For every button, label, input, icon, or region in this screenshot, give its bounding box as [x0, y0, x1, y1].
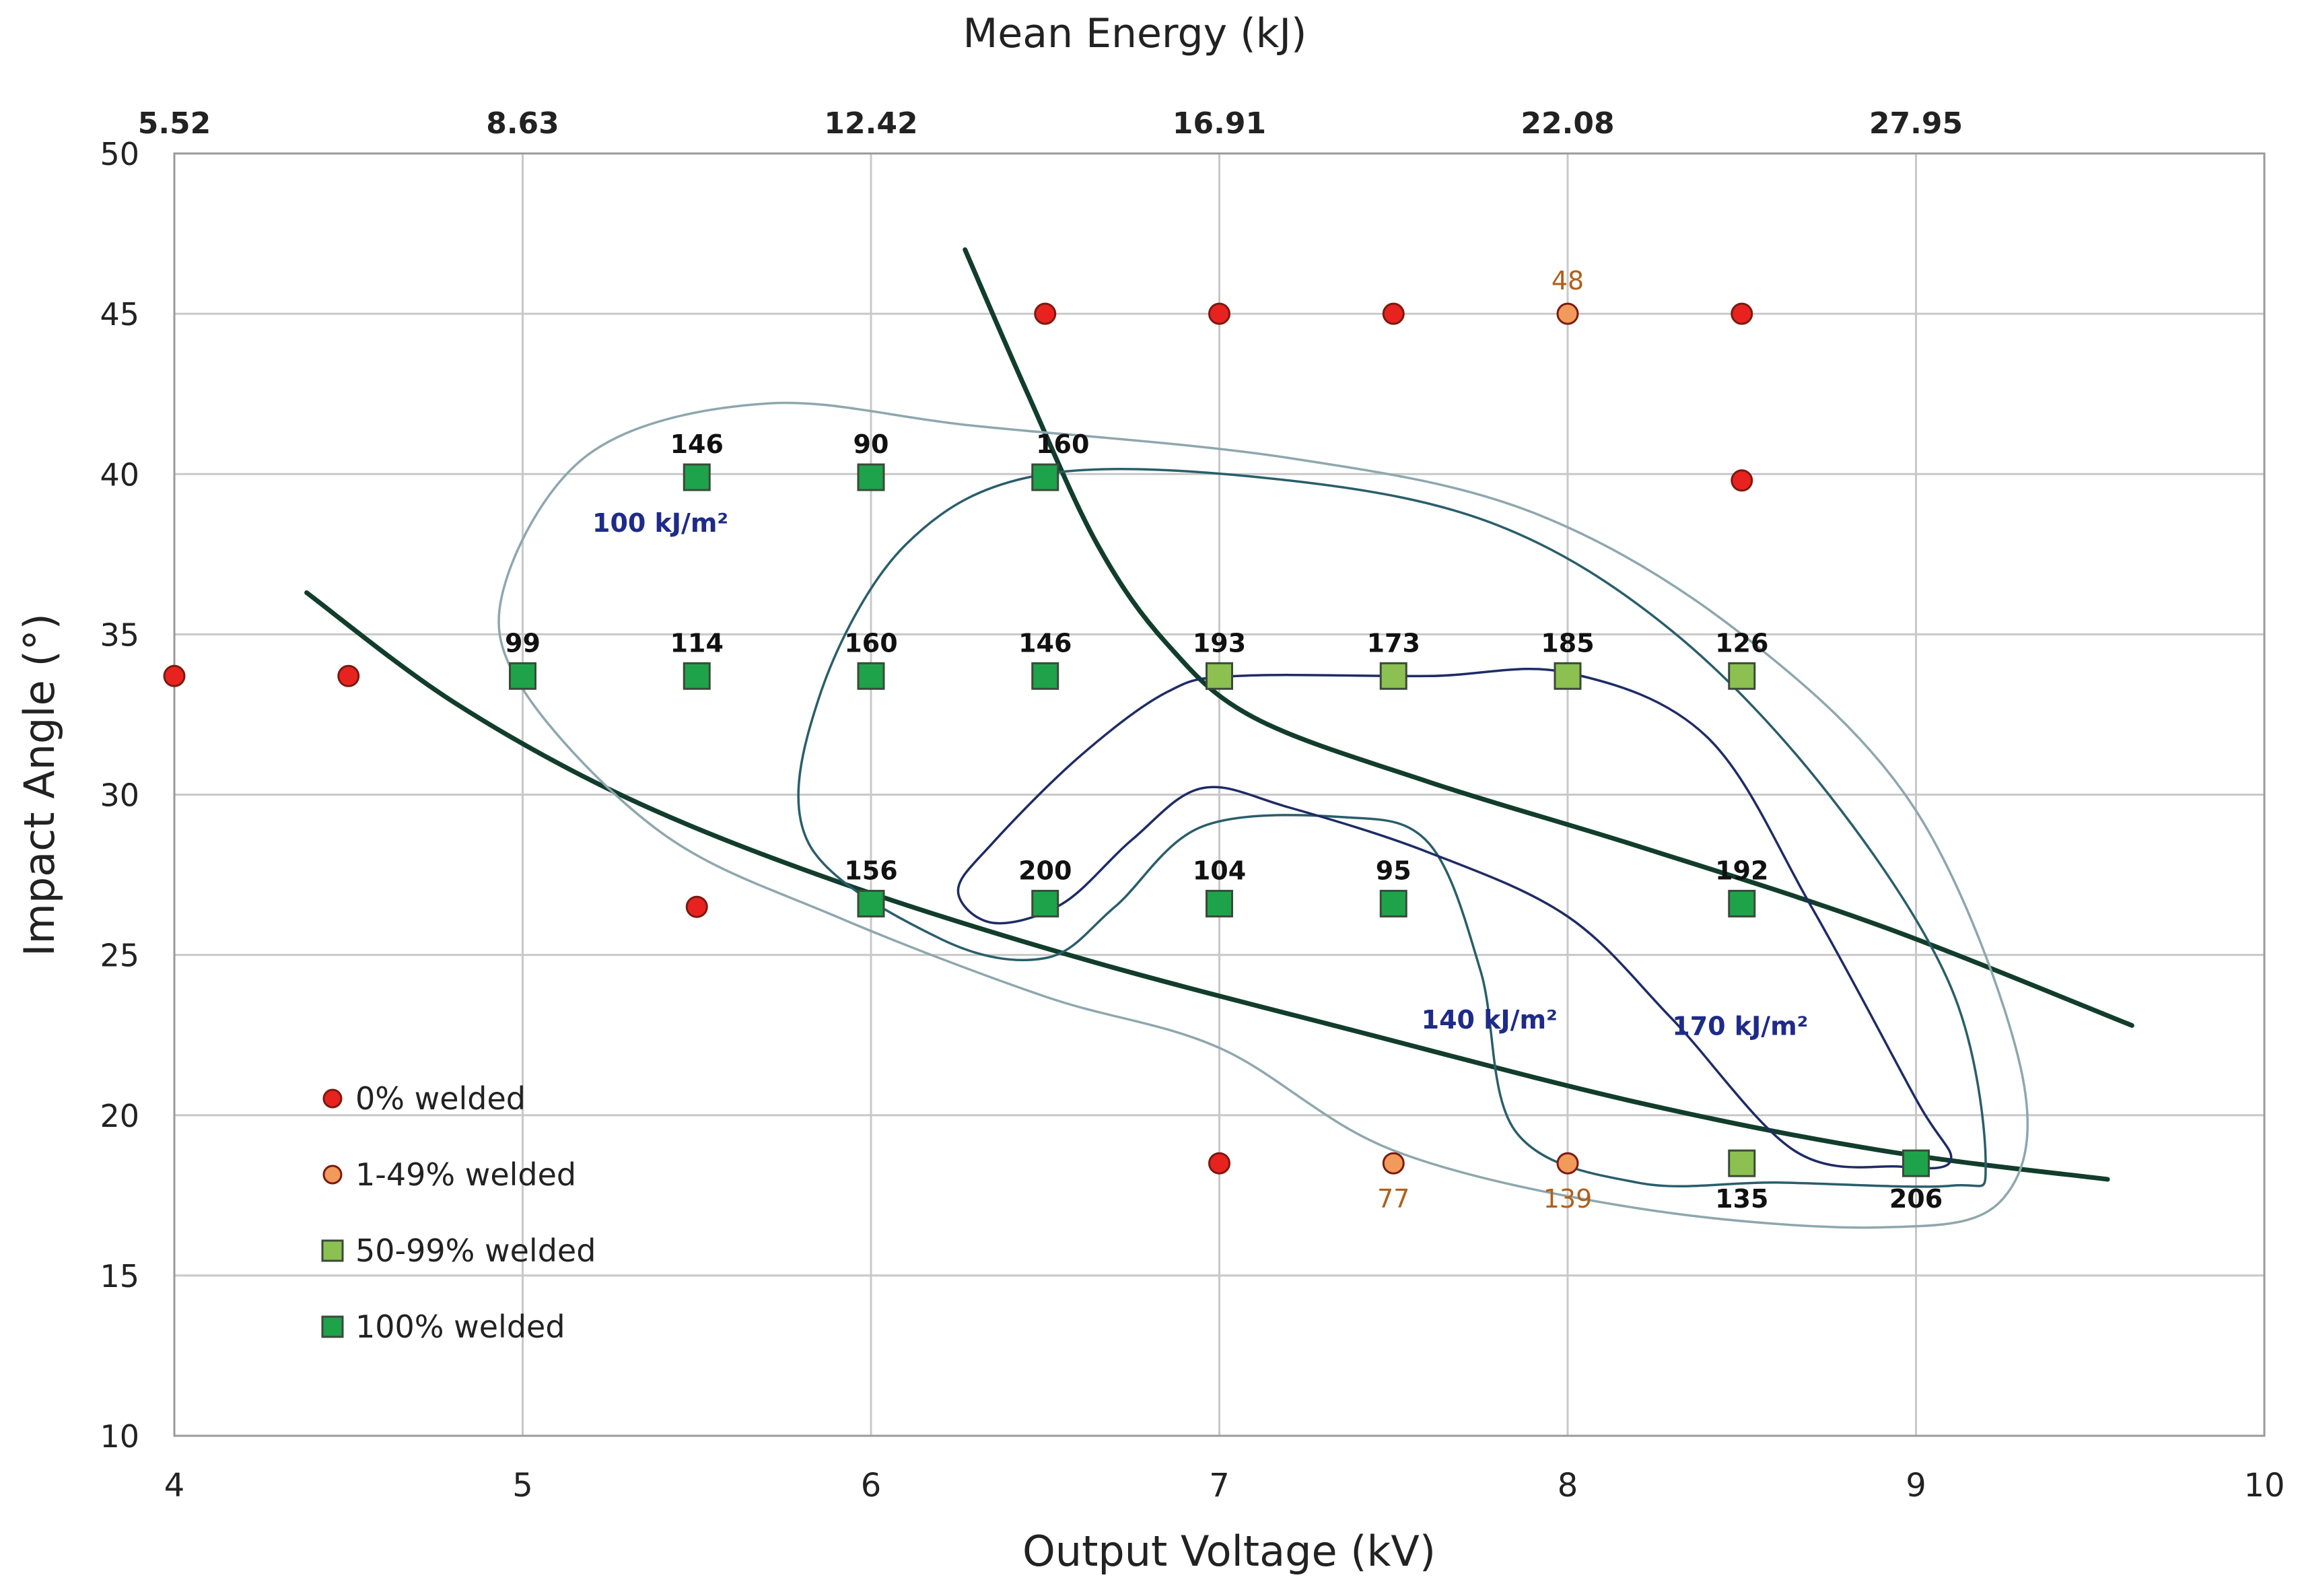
point-full — [683, 463, 711, 491]
y-tick-label: 15 — [100, 1258, 139, 1294]
point-full — [1728, 889, 1756, 917]
upper-boundary — [963, 247, 2134, 1028]
x-tick-label: 10 — [2243, 1467, 2285, 1504]
point-label: 146 — [1018, 628, 1072, 658]
y-tick-label: 40 — [100, 456, 139, 493]
legend-label-most: 50-99% welded — [355, 1233, 596, 1269]
point-label: 48 — [1552, 266, 1584, 296]
contours: 100 kJ/m² 140 kJ/m² 170 kJ/m² — [497, 401, 2029, 1229]
point-label: 200 — [1018, 856, 1072, 885]
point-most — [1728, 1149, 1756, 1177]
x-tick-label: 7 — [1209, 1467, 1230, 1504]
point-label: 146 — [670, 429, 724, 459]
point-label: 173 — [1367, 628, 1420, 658]
contour-170-label: 170 kJ/m² — [1672, 1012, 1808, 1041]
point-full — [1031, 463, 1059, 491]
point-full — [857, 463, 885, 491]
y-tick-label: 25 — [100, 938, 139, 974]
point-most — [1379, 662, 1407, 690]
legend: 0% welded 1-49% welded 50-99% welded 100% w… — [321, 1080, 596, 1345]
point-label: 160 — [844, 628, 897, 658]
y-tick-label: 20 — [100, 1098, 139, 1134]
legend-label-full: 100% welded — [355, 1309, 565, 1345]
boundary-curves — [304, 247, 2134, 1182]
legend-marker-full — [321, 1315, 344, 1338]
x-tick-label: 5 — [512, 1467, 533, 1504]
y-tick-label: 10 — [100, 1418, 139, 1455]
contour-100 — [497, 401, 2029, 1229]
point-label: 135 — [1715, 1184, 1768, 1214]
point-full — [1031, 889, 1059, 917]
point-none — [163, 664, 186, 687]
point-most — [1728, 662, 1756, 690]
point-label: 139 — [1543, 1184, 1593, 1214]
axes: Mean Energy (kJ) Output Voltage (kV) Imp… — [15, 10, 2285, 1576]
point-full — [1379, 889, 1407, 917]
contour-170 — [956, 667, 1953, 1170]
x-tick-label: 9 — [1906, 1467, 1926, 1504]
top-tick-label: 5.52 — [138, 106, 211, 141]
top-tick-label: 27.95 — [1869, 106, 1963, 141]
point-label: 192 — [1715, 856, 1768, 885]
point-label: 114 — [670, 628, 724, 658]
legend-marker-none — [322, 1088, 343, 1109]
point-full — [1902, 1149, 1930, 1177]
top-tick-label: 12.42 — [824, 106, 917, 141]
point-none — [337, 664, 360, 687]
point-none — [1034, 302, 1057, 325]
data-points: 48 77 139 193 173 185 126 135 146 90 160 99 114 160 14… — [163, 266, 1943, 1214]
point-none — [1208, 1152, 1230, 1175]
point-label: 193 — [1193, 628, 1246, 658]
point-label: 156 — [844, 856, 897, 885]
point-label: 90 — [853, 429, 889, 459]
x-tick-label: 4 — [164, 1467, 185, 1504]
contour-100-label: 100 kJ/m² — [592, 508, 728, 538]
point-label: 126 — [1715, 628, 1768, 658]
point-label: 160 — [1036, 429, 1089, 459]
plot-frame — [173, 152, 2266, 1437]
point-label: 95 — [1376, 856, 1412, 885]
point-label: 185 — [1541, 628, 1594, 658]
point-partial — [1556, 302, 1579, 325]
x-tick-label: 8 — [1558, 1467, 1578, 1504]
legend-marker-partial — [322, 1165, 343, 1185]
top-tick-label: 8.63 — [486, 106, 559, 141]
point-most — [1554, 662, 1582, 690]
contour-140 — [797, 468, 1987, 1188]
point-full — [857, 662, 885, 690]
point-label: 99 — [505, 628, 541, 658]
legend-label-none: 0% welded — [355, 1080, 526, 1117]
point-partial — [1556, 1152, 1579, 1175]
point-label: 77 — [1377, 1184, 1409, 1214]
point-none — [685, 895, 708, 918]
y-tick-label: 50 — [100, 136, 139, 172]
lower-boundary — [304, 590, 2110, 1182]
point-most — [1206, 662, 1233, 690]
y-axis-title: Impact Angle (°) — [15, 613, 64, 957]
point-label: 104 — [1193, 856, 1246, 885]
point-full — [857, 889, 885, 917]
point-full — [509, 662, 536, 690]
point-none — [1382, 302, 1405, 325]
point-none — [1208, 302, 1230, 325]
x-tick-label: 6 — [861, 1467, 882, 1504]
point-label: 206 — [1889, 1184, 1943, 1214]
top-tick-label: 16.91 — [1173, 106, 1266, 141]
point-full — [683, 662, 711, 690]
point-partial — [1382, 1152, 1405, 1175]
point-full — [1031, 662, 1059, 690]
top-tick-label: 22.08 — [1521, 106, 1614, 141]
y-tick-label: 45 — [100, 296, 139, 333]
legend-marker-most — [321, 1239, 344, 1262]
point-none — [1731, 302, 1753, 325]
point-none — [1731, 469, 1753, 492]
point-full — [1206, 889, 1233, 917]
x-axis-title: Output Voltage (kV) — [1022, 1527, 1436, 1576]
y-tick-label: 35 — [100, 617, 139, 653]
y-tick-label: 30 — [100, 777, 139, 814]
legend-label-partial: 1-49% welded — [355, 1156, 576, 1193]
top-axis-title: Mean Energy (kJ) — [963, 10, 1307, 57]
contour-140-label: 140 kJ/m² — [1422, 1005, 1558, 1035]
